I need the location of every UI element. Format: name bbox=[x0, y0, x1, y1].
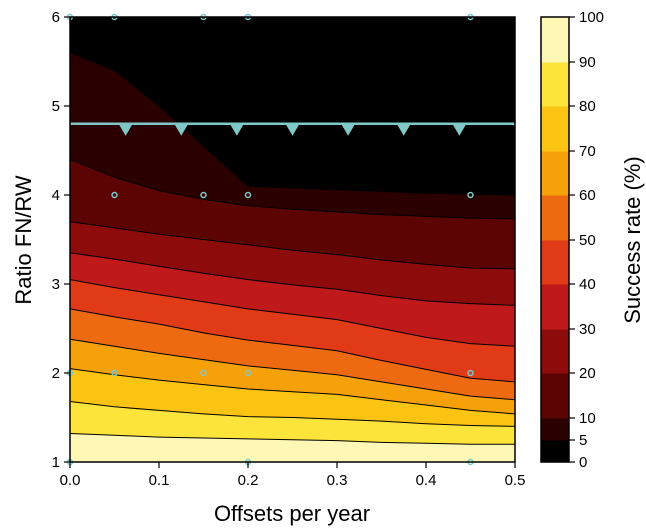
sample-point bbox=[200, 191, 207, 199]
contour-line bbox=[70, 221, 515, 270]
threshold-marker bbox=[452, 123, 467, 136]
colorbar-tick-label: 0 bbox=[579, 454, 587, 471]
contour-line bbox=[70, 279, 515, 347]
colorbar-segment bbox=[541, 195, 569, 241]
x-tick-label: 0.5 bbox=[505, 472, 526, 489]
sample-point bbox=[467, 191, 474, 199]
contour-line bbox=[70, 338, 515, 401]
threshold-marker bbox=[118, 123, 133, 136]
colorbar-tick-label: 30 bbox=[579, 321, 596, 338]
colorbar-tick-label: 5 bbox=[579, 432, 587, 449]
contour-line bbox=[70, 158, 515, 220]
colorbar-segment bbox=[541, 240, 569, 285]
colorbar-segment bbox=[541, 17, 569, 63]
colorbar-segment bbox=[541, 151, 569, 196]
sample-point bbox=[244, 191, 252, 199]
sample-point bbox=[111, 369, 118, 377]
threshold-marker bbox=[285, 123, 300, 136]
plot-area bbox=[70, 17, 515, 462]
contour-line bbox=[70, 401, 515, 427]
colorbar-segment bbox=[541, 106, 569, 152]
contour-line bbox=[70, 433, 515, 445]
y-tick-label: 1 bbox=[52, 454, 60, 471]
colorbar-segment bbox=[541, 62, 569, 107]
x-tick-label: 0.4 bbox=[416, 472, 437, 489]
contour-line bbox=[70, 368, 515, 415]
colorbar-tick-label: 40 bbox=[579, 276, 596, 293]
y-tick-label: 2 bbox=[52, 365, 60, 382]
colorbar-tick-label: 10 bbox=[579, 410, 596, 427]
sample-point bbox=[467, 369, 474, 377]
x-tick-label: 0.0 bbox=[60, 472, 81, 489]
colorbar-segment bbox=[541, 284, 569, 330]
threshold-marker bbox=[174, 123, 189, 136]
plot-overlay bbox=[66, 13, 515, 466]
contour-line bbox=[70, 308, 515, 383]
y-axis-label: Ratio FN/RW bbox=[11, 175, 36, 304]
x-tick-label: 0.1 bbox=[149, 472, 170, 489]
x-tick-label: 0.2 bbox=[238, 472, 259, 489]
threshold-marker bbox=[341, 123, 356, 136]
contour-band bbox=[70, 433, 515, 462]
colorbar: 0 5 10 20 30 40 50 60 70 80 90 100 bbox=[540, 9, 604, 471]
y-tick-label: 5 bbox=[52, 98, 60, 115]
colorbar-tick-label: 20 bbox=[579, 365, 596, 382]
colorbar-label: Success rate (%) bbox=[620, 156, 645, 324]
sample-point bbox=[200, 369, 207, 377]
threshold-marker bbox=[396, 123, 411, 136]
colorbar-tick-label: 100 bbox=[579, 9, 604, 26]
colorbar-tick-label: 70 bbox=[579, 143, 596, 160]
y-tick-label: 6 bbox=[52, 9, 60, 26]
x-tick-label: 0.3 bbox=[327, 472, 348, 489]
colorbar-tick-label: 50 bbox=[579, 232, 596, 249]
colorbar-segment bbox=[541, 440, 569, 463]
colorbar-tick-label: 60 bbox=[579, 187, 596, 204]
y-tick-label: 4 bbox=[52, 187, 60, 204]
sample-point bbox=[244, 369, 252, 377]
contour-line bbox=[70, 52, 515, 196]
colorbar-tick-label: 80 bbox=[579, 98, 596, 115]
colorbar-segment bbox=[541, 418, 569, 441]
y-tick-label: 3 bbox=[52, 276, 60, 293]
sample-point bbox=[111, 191, 118, 199]
threshold-marker bbox=[229, 123, 244, 136]
colorbar-segment bbox=[541, 329, 569, 374]
x-axis-label: Offsets per year bbox=[214, 501, 370, 526]
x-axis: 0.0 0.1 0.2 0.3 0.4 0.5 bbox=[60, 462, 526, 489]
contour-line bbox=[70, 252, 515, 306]
plot-frame bbox=[69, 16, 516, 463]
y-axis: 1 2 3 4 5 6 bbox=[52, 9, 70, 471]
colorbar-segment bbox=[541, 373, 569, 419]
colorbar-tick-label: 90 bbox=[579, 54, 596, 71]
